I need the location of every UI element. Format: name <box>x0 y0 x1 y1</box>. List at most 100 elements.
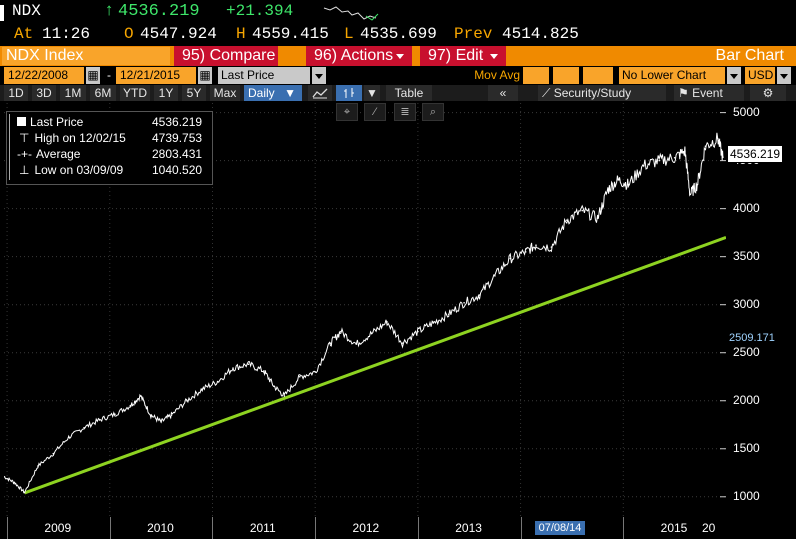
time-label: At <box>14 25 34 43</box>
title-bar: NDX Index 95) Compare 96) Actions 97) Ed… <box>0 46 796 66</box>
period-1d-button[interactable]: 1D <box>4 85 28 101</box>
bar-chart-icon[interactable] <box>336 85 362 101</box>
low-label: L <box>344 25 354 43</box>
trendline-value-tag: 2509.171 <box>727 330 777 346</box>
y-tick-label: 4000 <box>733 200 760 215</box>
legend-avg-row: -+- Average <box>11 146 80 162</box>
start-date-field[interactable]: 12/22/2008 <box>4 67 84 84</box>
low-value: 4535.699 <box>360 25 437 43</box>
price-point <box>52 452 55 455</box>
high-label: H <box>236 25 246 43</box>
price-point <box>535 244 537 246</box>
price-point <box>658 159 661 162</box>
crosshair-icon[interactable]: ⌖ <box>336 103 358 121</box>
legend-last-label: Last Price <box>30 115 84 129</box>
price-point <box>581 209 584 212</box>
x-tick-label: 2011 <box>249 521 276 535</box>
price-point <box>596 217 599 220</box>
calendar-icon[interactable]: ▦ <box>86 67 100 84</box>
period-6m-button[interactable]: 6M <box>90 85 116 101</box>
sparkline-icon <box>323 6 379 21</box>
chart-style-dropdown[interactable]: ▼ <box>364 85 380 101</box>
average-marker-icon: -+- <box>17 147 32 161</box>
price-point <box>494 275 496 277</box>
end-date-field[interactable]: 12/21/2015 <box>116 67 196 84</box>
price-point <box>509 257 512 260</box>
period-3d-button[interactable]: 3D <box>32 85 56 101</box>
x-axis-separator <box>212 517 214 539</box>
field-dropdown-button[interactable] <box>312 67 326 84</box>
collapse-left-icon[interactable]: « <box>488 85 518 101</box>
price-point <box>355 343 358 345</box>
price-point <box>432 322 435 324</box>
price-point <box>401 342 404 344</box>
trendline[interactable] <box>24 236 726 495</box>
line-chart-icon[interactable] <box>308 85 332 101</box>
price-point <box>704 145 707 148</box>
chart-type-label: Bar Chart <box>715 47 784 64</box>
mov-avg-field-2[interactable] <box>553 67 579 84</box>
price-point <box>232 367 234 369</box>
x-axis-separator <box>520 517 522 539</box>
x-axis-separator <box>623 517 625 539</box>
price-point <box>83 426 85 429</box>
legend-last-row: Last Price <box>11 114 83 130</box>
field-select[interactable]: Last Price <box>218 67 310 84</box>
mov-avg-field-1[interactable] <box>523 67 549 84</box>
price-point <box>160 421 162 423</box>
trend-icon: ⟋ <box>542 86 551 100</box>
price-point <box>370 332 373 335</box>
open-label: O <box>124 25 134 43</box>
price-line[interactable] <box>4 132 724 494</box>
legend-swatch <box>17 117 26 126</box>
price-point <box>186 399 188 402</box>
table-button[interactable]: Table <box>386 85 432 101</box>
legend-high-row: ⊤ High on 12/02/15 <box>11 130 126 146</box>
prev-label: Prev <box>454 25 493 43</box>
compare-button[interactable]: 95) Compare <box>174 46 278 66</box>
price-point <box>607 188 609 191</box>
lower-chart-select[interactable]: No Lower Chart <box>619 67 725 84</box>
zoom-icon[interactable]: ⌕ <box>422 103 444 121</box>
period-1y-button[interactable]: 1Y <box>154 85 178 101</box>
price-point <box>263 370 265 372</box>
edit-menu[interactable]: 97) Edit <box>420 46 506 66</box>
lower-chart-dropdown[interactable] <box>727 67 741 84</box>
high-value: 4559.415 <box>252 25 329 43</box>
price-point <box>478 294 481 296</box>
currency-select[interactable]: USD <box>745 67 775 84</box>
frequency-select[interactable]: Daily ▼ <box>244 85 302 101</box>
legend-avg-value: 2803.431 <box>152 147 203 161</box>
calendar-icon[interactable]: ▦ <box>198 67 212 84</box>
price-point <box>283 395 286 397</box>
lower-chart-value: No Lower Chart <box>622 68 707 82</box>
quote-line-1: NDX ↑ 4536.219 +21.394 <box>0 2 796 24</box>
price-point <box>114 413 116 415</box>
y-tick-label: 2500 <box>733 344 760 359</box>
edit-label: 97) Edit <box>428 47 484 64</box>
period-1m-button[interactable]: 1M <box>60 85 86 101</box>
legend[interactable]: Last Price 4536.219 ⊤ High on 12/02/15 47… <box>6 111 213 185</box>
annotate-icon[interactable]: ≣ <box>394 103 416 121</box>
legend-avg-label: Average <box>36 147 81 161</box>
gear-icon[interactable]: ⚙ <box>750 85 786 101</box>
period-5y-button[interactable]: 5Y <box>182 85 206 101</box>
draw-line-icon[interactable]: ⁄ <box>364 103 386 121</box>
currency-dropdown[interactable] <box>777 67 791 84</box>
legend-bracket <box>9 114 20 180</box>
security-name[interactable]: NDX Index <box>2 47 170 65</box>
period-ytd-button[interactable]: YTD <box>120 85 150 101</box>
period-max-button[interactable]: Max <box>210 85 240 101</box>
security-study-button[interactable]: ⟋ Security/Study <box>538 85 666 101</box>
mov-avg-field-3[interactable] <box>583 67 613 84</box>
price-point <box>314 371 316 373</box>
legend-last-value: 4536.219 <box>152 115 203 129</box>
event-button[interactable]: ⚑ Event <box>674 85 744 101</box>
x-tick-label: 2013 <box>455 521 482 535</box>
x-tick-label: 20 <box>702 521 716 535</box>
price-point <box>550 246 553 248</box>
x-axis-separator <box>417 517 419 539</box>
prev-value: 4514.825 <box>502 25 579 43</box>
price-point <box>4 475 5 478</box>
actions-menu[interactable]: 96) Actions <box>306 46 412 66</box>
